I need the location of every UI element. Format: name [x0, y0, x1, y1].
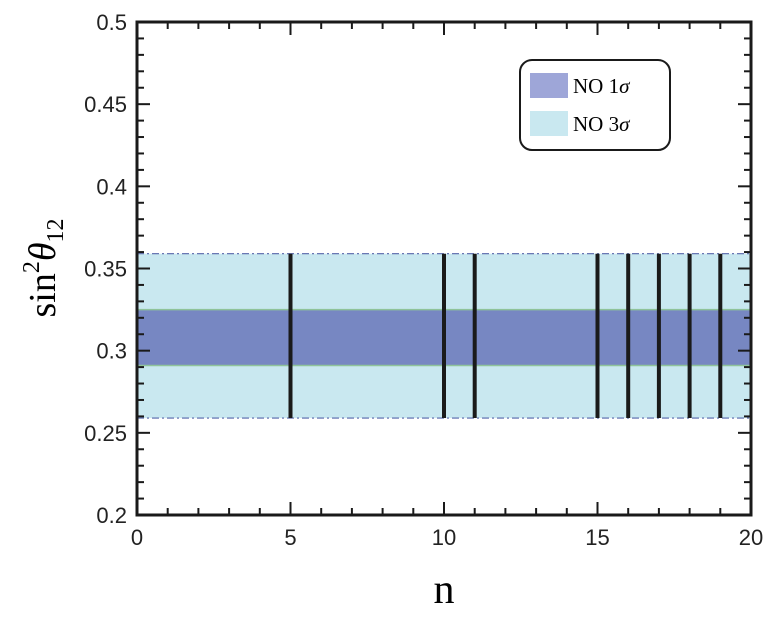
y-tick-label: 0.45 — [84, 92, 127, 117]
y-axis-label-sup: 2 — [19, 261, 45, 273]
y-tick-label: 0.35 — [84, 257, 127, 282]
x-axis-label: n — [434, 567, 455, 613]
y-axis-label-main: sin — [22, 273, 64, 317]
y-axis-label-theta: θ — [22, 242, 64, 261]
x-tick-label: 20 — [739, 525, 763, 550]
y-tick-label: 0.5 — [96, 10, 127, 35]
x-tick-label: 15 — [585, 525, 609, 550]
x-tick-label: 5 — [284, 525, 296, 550]
y-tick-label: 0.25 — [84, 421, 127, 446]
ticks-layer: 0 5 10 15 20 0.2 0.25 0.3 0.35 0.4 0.45 0.5 — [84, 10, 763, 550]
y-tick-label: 0.4 — [96, 174, 127, 199]
vertical-lines-layer — [288, 253, 723, 419]
x-tick-label: 10 — [432, 525, 456, 550]
y-tick-label: 0.3 — [96, 339, 127, 364]
svg-text:sin2θ12: sin2θ12 — [19, 218, 69, 317]
y-tick-label: 0.2 — [96, 503, 127, 528]
legend-label-1sigma: NO 1σ — [573, 74, 631, 98]
legend-label-3sigma: NO 3σ — [573, 112, 631, 136]
legend-swatch-1sigma — [530, 73, 568, 98]
legend: NO 1σ NO 3σ — [519, 59, 671, 151]
legend-swatch-3sigma — [530, 111, 568, 136]
y-axis-label: sin2θ12 — [19, 218, 69, 317]
x-tick-label: 0 — [131, 525, 143, 550]
plot-frame — [135, 20, 753, 517]
y-axis-label-sub: 12 — [43, 218, 69, 242]
